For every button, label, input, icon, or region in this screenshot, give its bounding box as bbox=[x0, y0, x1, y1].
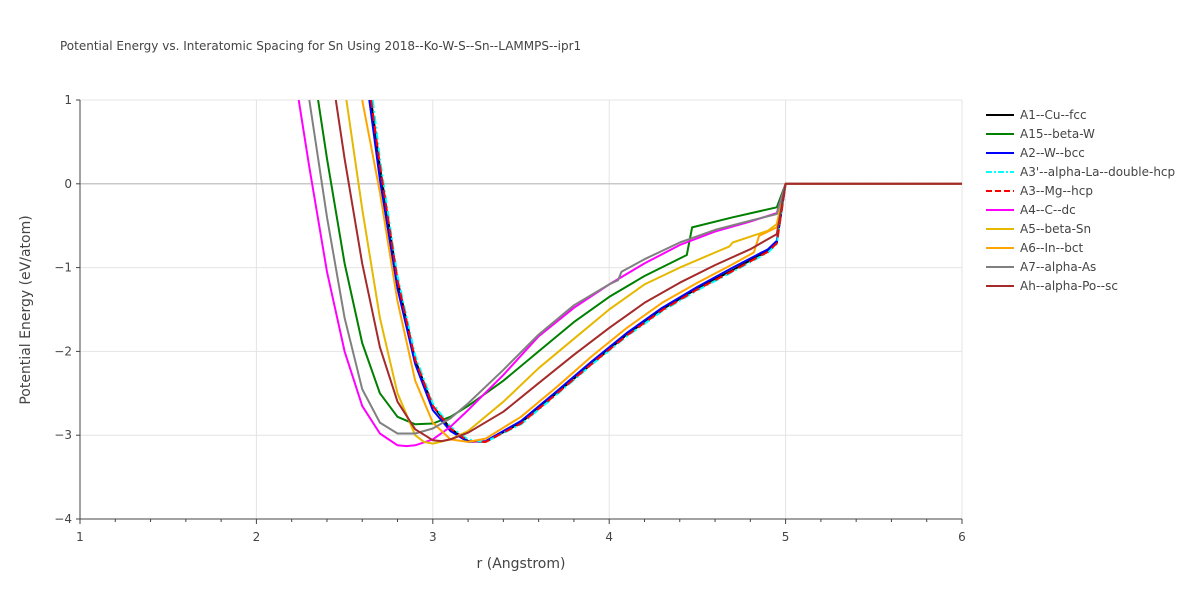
legend-item-label[interactable]: A2--W--bcc bbox=[1020, 146, 1085, 160]
legend-item-label[interactable]: A3--Mg--hcp bbox=[1020, 184, 1093, 198]
axis-layer: 1 2 3 4 5 6 −4 −3 −2 −1 0 1 bbox=[54, 93, 966, 544]
series-layer bbox=[297, 100, 962, 448]
series-line-1 bbox=[317, 100, 962, 426]
legend-item-label[interactable]: Ah--alpha-Po--sc bbox=[1020, 279, 1118, 293]
x-tick-label: 6 bbox=[958, 530, 966, 544]
legend-item-label[interactable]: A6--In--bct bbox=[1020, 241, 1084, 255]
x-tick-label: 5 bbox=[782, 530, 790, 544]
series-line-9 bbox=[334, 100, 962, 443]
legend[interactable]: A1--Cu--fcc A15--beta-W A2--W--bcc A3'--alp… bbox=[986, 108, 1175, 293]
series-line-7 bbox=[361, 100, 962, 443]
x-tick-label: 3 bbox=[429, 530, 437, 544]
y-tick-label: 1 bbox=[64, 93, 72, 107]
series-line-8 bbox=[308, 100, 962, 435]
y-tick-label: −1 bbox=[54, 261, 72, 275]
y-axis-title: Potential Energy (eV/atom) bbox=[18, 215, 34, 404]
series-line-4 bbox=[370, 100, 962, 443]
x-tick-label: 2 bbox=[253, 530, 261, 544]
series-line-2 bbox=[368, 100, 962, 443]
legend-item-label[interactable]: A4--C--dc bbox=[1020, 203, 1076, 217]
x-axis-title: r (Angstrom) bbox=[477, 556, 566, 572]
legend-item-label[interactable]: A3'--alpha-La--double-hcp bbox=[1020, 165, 1175, 179]
y-tick-label: 0 bbox=[64, 177, 72, 191]
chart-title: Potential Energy vs. Interatomic Spacing… bbox=[60, 39, 581, 53]
series-line-5 bbox=[297, 100, 962, 448]
x-tick-label: 4 bbox=[605, 530, 613, 544]
y-tick-label: −2 bbox=[54, 344, 72, 358]
legend-item-label[interactable]: A5--beta-Sn bbox=[1020, 222, 1091, 236]
legend-item-label[interactable]: A15--beta-W bbox=[1020, 127, 1095, 141]
legend-item-label[interactable]: A7--alpha-As bbox=[1020, 260, 1096, 274]
y-tick-label: −3 bbox=[54, 428, 72, 442]
legend-item-label[interactable]: A1--Cu--fcc bbox=[1020, 108, 1087, 122]
y-tick-label: −4 bbox=[54, 512, 72, 526]
x-tick-label: 1 bbox=[76, 530, 84, 544]
